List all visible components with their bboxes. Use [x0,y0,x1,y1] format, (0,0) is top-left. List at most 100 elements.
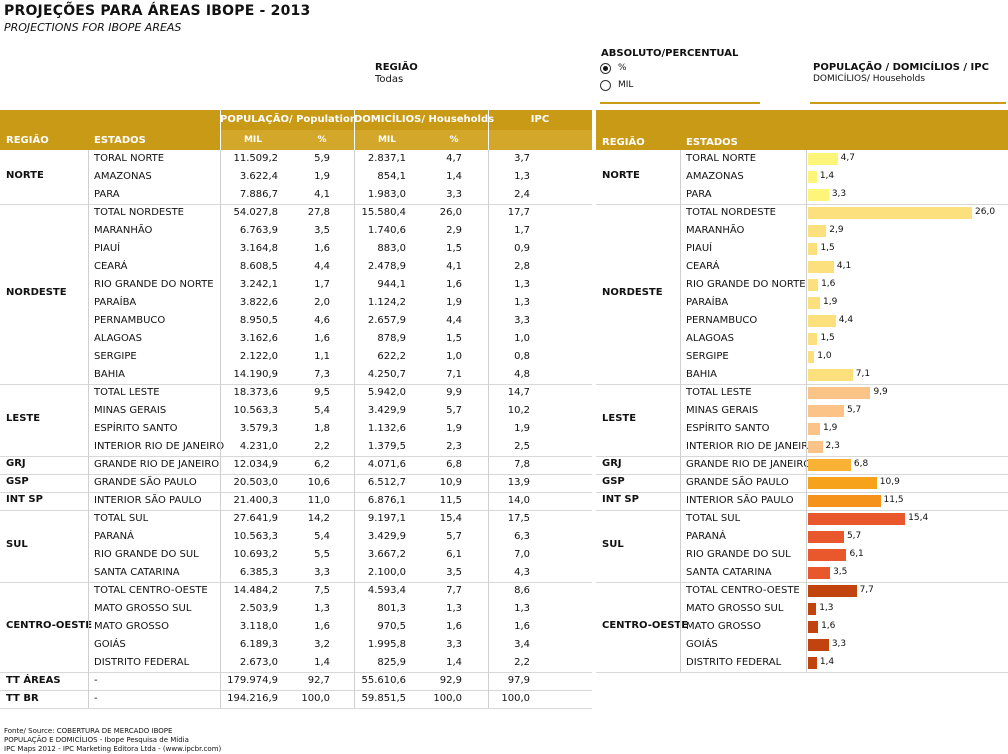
group-divider [0,456,592,457]
bar-value-label: 1,3 [819,603,834,613]
cell-dom-pct: 1,9 [446,423,462,434]
cell-pop-mil: 3.118,0 [239,621,278,632]
cell-pop-pct: 10,6 [307,477,330,488]
cell-pop-mil: 3.162,6 [239,333,278,344]
bar-category-label: ALAGOAS [686,333,734,344]
bar [808,459,851,471]
bar [808,351,815,363]
table-row: TOTAL SUL 27.641,9 14,2 9.197,1 15,4 17,5 [0,510,592,528]
cell-pop-mil: 10.563,3 [233,405,278,416]
cell-estado: PARANÁ [94,531,134,542]
cell-pop-pct: 1,7 [314,279,330,290]
cell-estado: ALAGOAS [94,333,142,344]
header-ipc: IPC [530,114,550,125]
bar-category-label: CEARÁ [686,261,720,272]
cell-ipc: 2,2 [514,657,530,668]
cell-ipc: 7,0 [514,549,530,560]
cell-pop-mil: 2.503,9 [239,603,278,614]
cell-ipc: 0,9 [514,243,530,254]
bar [808,315,836,327]
chart-row: PIAUÍ 1,5 [596,240,1008,258]
cell-pop-mil: 4.231,0 [239,441,278,452]
cell-ipc: 1,3 [514,279,530,290]
group-divider [0,672,592,673]
bar-value-label: 3,3 [831,639,847,649]
bar-category-label: MINAS GERAIS [686,405,759,416]
bar [808,549,847,561]
radio-percent[interactable] [600,63,611,74]
bar [808,297,820,309]
table-row: RIO GRANDE DO NORTE 3.242,1 1,7 944,1 1,6 1,3 [0,276,592,294]
bar [808,513,906,525]
bar-category-label: TOTAL CENTRO-OESTE [686,585,800,596]
bar [808,477,877,489]
bar-category-label: ESPÍRITO SANTO [686,423,770,434]
chart-group-divider [596,204,1008,205]
bar-value-label: 7,1 [855,369,871,379]
group-divider [0,510,592,511]
bar [808,243,818,255]
cell-estado: TOTAL NORDESTE [94,207,184,218]
table-row: PIAUÍ 3.164,8 1,6 883,0 1,5 0,9 [0,240,592,258]
table-row: INTERIOR RIO DE JANEIRO 4.231,0 2,2 1.379,5… [0,438,592,456]
chart-region-label: GRJ [602,458,622,469]
bar-category-label: SANTA CATARINA [686,567,772,578]
region-label: CENTRO-OESTE [6,620,93,631]
chart-group-divider [596,456,1008,457]
bar-value-label: 3,3 [831,189,847,199]
chart-group-divider [596,510,1008,511]
cell-estado: - [94,693,98,704]
cell-estado: TORAL NORTE [94,153,165,164]
cell-pop-pct: 3,2 [314,639,330,650]
cell-pop-mil: 14.484,2 [233,585,278,596]
cell-dom-mil: 3.429,9 [367,531,406,542]
cell-dom-pct: 4,1 [446,261,462,272]
cell-estado: GRANDE SÃO PAULO [94,477,197,488]
bar-category-label: GOIÁS [686,639,718,650]
cell-estado: CEARÁ [94,261,128,272]
cell-dom-mil: 3.429,9 [367,405,406,416]
bar-category-label: TORAL NORTE [686,153,757,164]
cell-estado: PARAÍBA [94,297,137,308]
cell-ipc: 100,0 [501,693,530,704]
chart-row: BAHIA 7,1 [596,366,1008,384]
cell-ipc: 1,3 [514,297,530,308]
bar-category-label: AMAZONAS [686,171,744,182]
radio-mil[interactable] [600,80,611,91]
chart-row: SERGIPE 1,0 [596,348,1008,366]
footer-line: Fonte/ Source: COBERTURA DE MERCADO IBOP… [4,727,173,735]
cell-dom-pct: 6,8 [446,459,462,470]
chart-row: INTERIOR SÃO PAULO 11,5 [596,492,1008,510]
bar-category-label: DISTRITO FEDERAL [686,657,782,668]
cell-pop-mil: 3.622,4 [239,171,278,182]
bar-category-label: TOTAL NORDESTE [686,207,776,218]
chart-row: PERNAMBUCO 4,4 [596,312,1008,330]
cell-dom-pct: 4,4 [446,315,462,326]
chart-header-regiao: REGIÃO [602,137,645,148]
cell-pop-pct: 5,4 [314,531,330,542]
bar-category-label: BAHIA [686,369,718,380]
table-row: PARA 7.886,7 4,1 1.983,0 3,3 2,4 [0,186,592,204]
cell-ipc: 7,8 [514,459,530,470]
cell-pop-pct: 5,5 [314,549,330,560]
cell-ipc: 14,7 [507,387,530,398]
cell-dom-pct: 92,9 [439,675,462,686]
chart-region-label: NORDESTE [602,287,663,298]
cell-pop-mil: 2.122,0 [239,351,278,362]
cell-dom-mil: 1.124,2 [367,297,406,308]
cell-dom-mil: 2.478,9 [367,261,406,272]
table-row: MINAS GERAIS 10.563,3 5,4 3.429,9 5,7 10,2 [0,402,592,420]
chart-row: RIO GRANDE DO NORTE 1,6 [596,276,1008,294]
cell-dom-mil: 6.512,7 [367,477,406,488]
bar-value-label: 9,9 [873,387,888,397]
chart-region-label: NORTE [602,170,640,181]
regiao-filter-value[interactable]: Todas [375,74,404,85]
bar-category-label: PIAUÍ [686,243,713,254]
table-row: GRANDE RIO DE JANEIRO 12.034,9 6,2 4.071,6 6… [0,456,592,474]
cell-estado: MINAS GERAIS [94,405,167,416]
cell-dom-pct: 5,7 [446,531,462,542]
cell-dom-mil: 15.580,4 [361,207,406,218]
cell-dom-mil: 5.942,0 [367,387,406,398]
bar-value-label: 15,4 [908,513,929,523]
region-label: NORDESTE [6,287,67,298]
